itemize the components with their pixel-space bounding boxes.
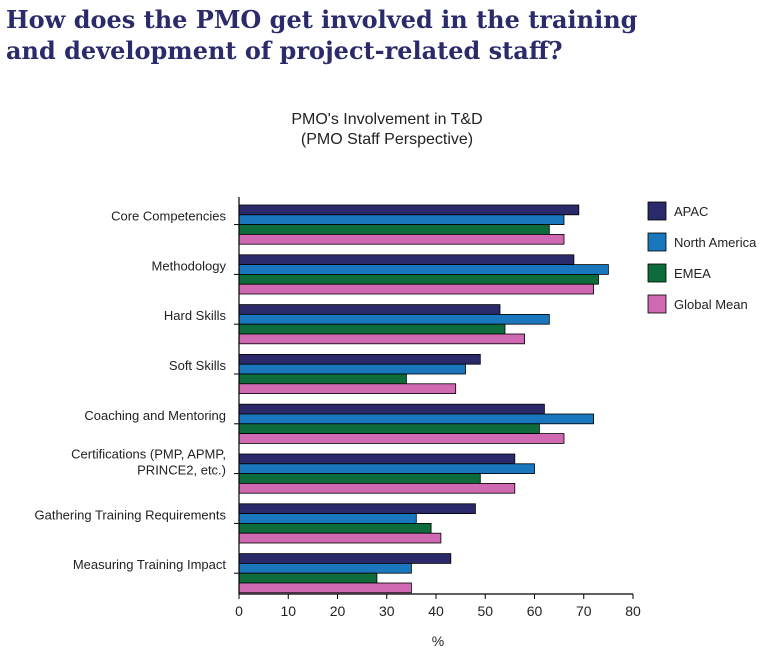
bar	[238, 373, 407, 385]
legend-label: North America	[674, 235, 757, 250]
category-label: PRINCE2, etc.)	[137, 463, 226, 478]
bar	[238, 482, 516, 494]
legend-label: Global Mean	[674, 297, 748, 312]
bar	[238, 353, 481, 365]
bar	[238, 473, 481, 484]
page-heading-line-2: and development of project-related staff…	[6, 36, 563, 65]
bar	[238, 214, 565, 226]
bar	[238, 304, 501, 315]
bar	[238, 204, 580, 216]
bar	[238, 233, 565, 245]
bar	[238, 523, 432, 534]
category-labels-group: Core Competencies Methodology Hard Skills S…	[35, 209, 227, 573]
category-label: Measuring Training Impact	[73, 557, 227, 572]
page-heading: How does the PMO get involved in the tra…	[6, 4, 766, 66]
bar	[238, 313, 550, 325]
x-tick-label: 80	[625, 603, 641, 619]
category-label: Coaching and Mentoring	[84, 408, 226, 423]
bar	[238, 532, 442, 544]
x-tick-label: 30	[379, 603, 395, 619]
chart-subtitle: (PMO Staff Perspective)	[301, 131, 473, 148]
bar	[238, 333, 526, 345]
category-label: Methodology	[152, 258, 227, 273]
x-axis-title: %	[432, 633, 444, 649]
bar	[238, 553, 452, 564]
legend-swatch	[647, 201, 667, 221]
x-tick-label: 50	[477, 603, 493, 619]
bar	[238, 572, 378, 584]
x-tick-label: 20	[330, 603, 346, 619]
legend-swatch	[647, 263, 667, 283]
bar	[238, 513, 417, 524]
bar	[238, 423, 540, 434]
legend-label: EMEA	[674, 266, 711, 281]
legend-label: APAC	[674, 204, 708, 219]
bar	[238, 463, 535, 474]
category-label: Core Competencies	[111, 209, 226, 224]
bar	[238, 383, 457, 394]
category-label: Certifications (PMP, APMP,	[71, 447, 226, 462]
category-label: Gathering Training Requirements	[35, 507, 227, 522]
bar	[238, 273, 599, 285]
bar	[238, 323, 506, 335]
bar	[238, 403, 545, 415]
bar	[238, 563, 412, 574]
page-heading-line-1: How does the PMO get involved in the tra…	[6, 5, 638, 34]
x-tick-label: 0	[235, 603, 243, 619]
bar	[238, 283, 595, 295]
bar	[238, 433, 565, 444]
bar	[238, 413, 595, 425]
bar	[238, 582, 412, 594]
x-tick-label: 70	[576, 603, 592, 619]
bar	[238, 363, 466, 375]
category-label: Soft Skills	[169, 358, 227, 373]
legend-swatch	[647, 294, 667, 314]
x-tick-label: 10	[280, 603, 296, 619]
bar	[238, 503, 476, 514]
x-tick-label: 40	[428, 603, 444, 619]
legend-swatch	[647, 232, 667, 252]
category-label: Hard Skills	[164, 308, 227, 323]
bar	[238, 264, 609, 275]
axes-group: 0 10 20 30 40 50 60 70 80	[234, 197, 641, 619]
bar	[238, 254, 575, 266]
x-tick-label: 60	[527, 603, 543, 619]
bar	[238, 224, 550, 235]
chart-title: PMO's Involvement in T&D	[291, 111, 482, 128]
bar	[238, 453, 516, 465]
legend: APAC North America EMEA Global Mean	[647, 201, 757, 314]
bars-group	[238, 204, 609, 594]
